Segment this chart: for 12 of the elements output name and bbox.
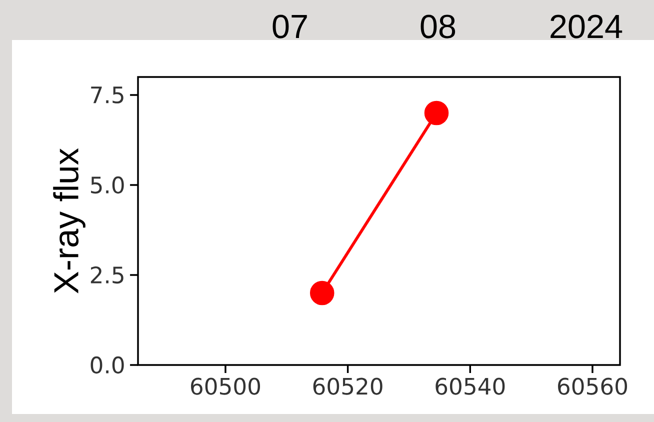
y-tick-label: 2.5	[90, 266, 124, 284]
text: 2024	[550, 14, 622, 38]
y-tick-label: 0.0	[90, 356, 124, 374]
text: 07	[272, 14, 307, 38]
x-tick-label: 60560	[558, 378, 628, 395]
x-tick-label: 60540	[436, 378, 505, 395]
y-tick-label: 5.0	[91, 176, 124, 194]
text: 08	[420, 14, 456, 38]
x-tick-label: 60520	[313, 378, 382, 395]
y-tick-label: 7.5	[91, 86, 124, 104]
y-axis-title: X-ray flux	[53, 148, 86, 294]
x-tick-label: 60500	[191, 378, 260, 395]
